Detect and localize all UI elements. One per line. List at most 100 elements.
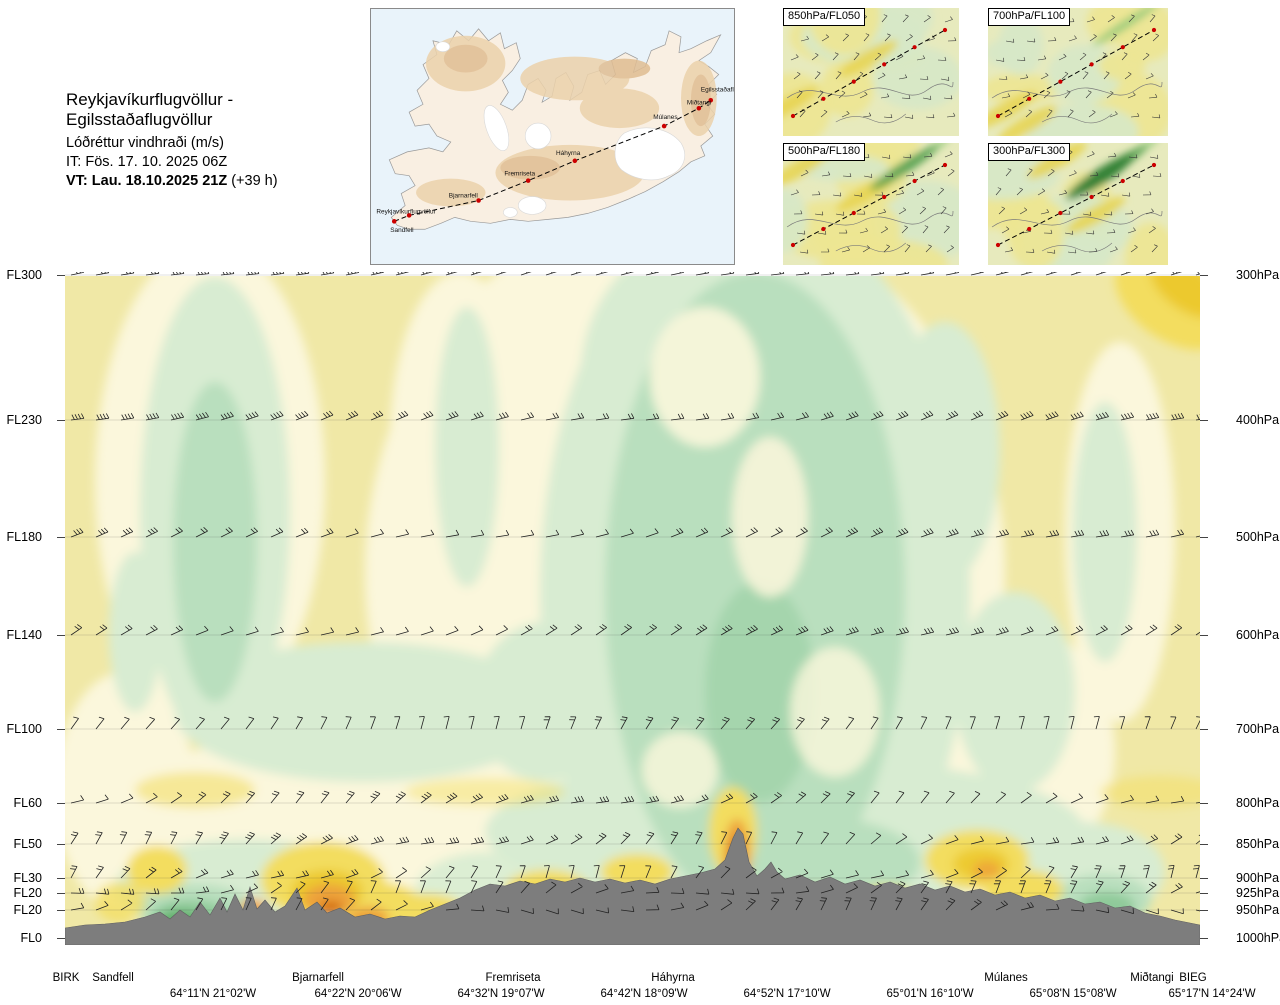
flight-level-label: FL60 [13, 796, 43, 810]
pressure-level-label: 1000hPa [1236, 931, 1280, 945]
right-axis-tick [1200, 893, 1208, 894]
wind-barb-row-950hPa [70, 897, 1200, 915]
right-axis-tick [1200, 910, 1208, 911]
wind-barb-row-800hPa [70, 790, 1200, 804]
panel-route-dot [1120, 45, 1125, 50]
panel-route-dot [790, 242, 796, 248]
map-station-label: Miðtangi [687, 98, 711, 106]
panel-route-dot [995, 113, 1001, 119]
panel-route-dot [851, 210, 856, 216]
route-station-dot [406, 213, 412, 218]
map-relief [416, 35, 717, 207]
route-station-dot [476, 198, 481, 203]
right-axis-tick [1200, 844, 1208, 845]
right-axis-tick [1200, 537, 1208, 538]
left-axis-tick [57, 878, 65, 879]
station-coordinates: 64°42'N 18°09'W [600, 988, 688, 1000]
panel-route-dot [851, 79, 856, 84]
left-axis-tick [57, 803, 65, 804]
panel-route-dot [1027, 96, 1032, 101]
right-axis-tick [1200, 729, 1208, 730]
pressure-level-label: 925hPa [1236, 886, 1280, 900]
panel-500hPa/FL180: 500hPa/FL180 [783, 143, 959, 265]
left-axis-tick [57, 910, 65, 911]
valid-time: VT: Lau. 18.10.2025 21Z (+39 h) [66, 172, 376, 191]
left-axis-tick [57, 635, 65, 636]
left-axis-tick [57, 893, 65, 894]
panel-route-dot [1089, 62, 1094, 67]
panel-route-line [792, 164, 946, 246]
panel-route-dot [1089, 194, 1094, 200]
station-coordinates: 64°22'N 20°06'W [314, 988, 402, 1000]
panel-coastline [786, 210, 954, 228]
panel-route-line [792, 29, 946, 117]
station-name: Múlanes [984, 972, 1028, 984]
flight-level-label: FL30 [13, 871, 43, 885]
left-axis-tick [57, 420, 65, 421]
left-axis-tick [57, 275, 65, 276]
panel-route-dot [821, 96, 826, 101]
wind-barb-row-700hPa [70, 716, 1200, 730]
route-overlay: Reykjavíkurflugvöllur Sandfell Bjarnarfell… [376, 85, 734, 234]
right-axis-tick [1200, 420, 1208, 421]
station-name: Miðtangi [1130, 972, 1174, 984]
pressure-level-label: 850hPa [1236, 837, 1280, 851]
pressure-level-label: 800hPa [1236, 796, 1280, 810]
route-station-dot [391, 219, 397, 224]
terrain-profile [65, 827, 1200, 945]
panel-route-dot [942, 162, 948, 168]
panel-route-dot [1151, 27, 1157, 33]
station-coordinates: 64°52'N 17°10'W [743, 988, 831, 1000]
map-station-label: Múlanes [653, 114, 677, 121]
right-axis-tick [1200, 803, 1208, 804]
flight-level-label: FL140 [6, 628, 42, 642]
flight-level-label: FL230 [6, 413, 42, 427]
panel-route-dot [1027, 226, 1032, 232]
map-station-label: Sandfell [390, 227, 413, 234]
map-glaciers [435, 41, 685, 218]
wind-barb-row-925hPa [70, 880, 1200, 895]
pressure-level-label: 400hPa [1236, 413, 1280, 427]
pressure-level-label: 900hPa [1236, 871, 1280, 885]
flight-level-label: FL100 [6, 722, 42, 736]
panel-coastline-2 [835, 242, 906, 253]
pressure-level-label: 950hPa [1236, 903, 1280, 917]
panel-coastline [991, 81, 1163, 99]
panel-route-dot [1058, 79, 1063, 84]
station-name: Fremriseta [485, 972, 541, 984]
panel-coastline-2 [1041, 242, 1113, 253]
panel-map [988, 8, 1168, 136]
panel-level-label: 700hPa/FL100 [988, 8, 1071, 26]
flight-level-label: FL20 [13, 886, 43, 900]
panel-coastline-2 [835, 113, 906, 124]
route-map: Reykjavíkurflugvöllur Sandfell Bjarnarfell… [370, 8, 735, 265]
panel-route-dot [1120, 178, 1125, 184]
wind-barb-row-500hPa [70, 527, 1200, 538]
wind-barb-row-400hPa [70, 410, 1200, 421]
chart-quantity: Lóðréttur vindhraði (m/s) [66, 135, 224, 151]
route-station-dot [708, 98, 714, 103]
station-name: BIEG [1179, 972, 1207, 984]
right-axis-tick [1200, 635, 1208, 636]
valid-time-bold: VT: Lau. 18.10.2025 21Z [66, 172, 228, 189]
map-station-label: Fremriseta [504, 171, 535, 178]
panel-route-dot [942, 27, 948, 33]
panel-coastline [991, 210, 1163, 228]
route-station-dot [525, 178, 531, 183]
station-coordinates: 64°11'N 21°02'W [169, 988, 257, 1000]
wind-barb-row-850hPa [70, 831, 1200, 845]
station-coordinates: 64°32'N 19°07'W [457, 988, 545, 1000]
panel-map [988, 143, 1168, 265]
map-station-label: Bjarnarfell [449, 193, 478, 200]
panel-route-dot [912, 45, 917, 50]
right-axis-tick [1200, 275, 1208, 276]
left-axis-tick [57, 844, 65, 845]
panel-route-line [997, 29, 1155, 117]
wind-barb-row-900hPa [70, 865, 1200, 879]
station-name: Háhyrna [651, 972, 695, 984]
station-name: BIRK [52, 972, 80, 984]
flight-level-label: FL50 [13, 837, 43, 851]
route-station-dot [572, 158, 578, 164]
panel-route-dot [1151, 162, 1157, 168]
